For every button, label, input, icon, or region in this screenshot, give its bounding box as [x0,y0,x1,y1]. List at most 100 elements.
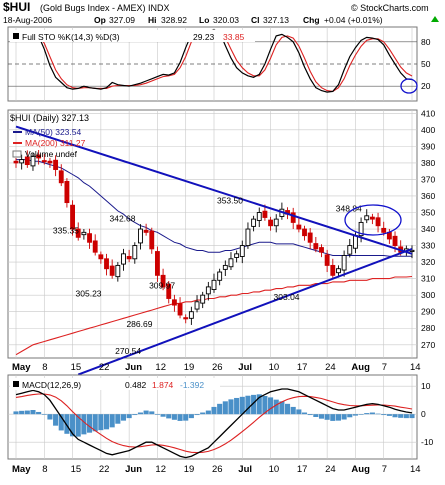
price-tick-label: 300 [421,290,435,300]
candle-body [336,268,341,274]
candle-body [262,210,268,218]
price-x-label: Jun [125,362,142,373]
candle-body [154,251,160,276]
candle-body [341,255,347,271]
price-annotations: 335.35 342.68 353.50 348.84 305.23 309.97 286.… [53,196,362,356]
candle-body [104,258,109,270]
macd-hist-bar [75,414,81,437]
macd-hist-bar [234,397,240,415]
price-tick-label: 310 [421,274,435,284]
close-label: Cl [251,15,260,25]
macd-hist-bar [290,406,296,415]
price-annotation-label: 286.69 [126,319,152,329]
trendline [15,125,413,255]
open-value: 327.09 [109,15,135,25]
candle-body [64,180,70,204]
macd-hist-bar [120,414,127,421]
candle-body [13,160,19,164]
macd-hist-bar [217,403,223,415]
macd-value: 0.482 [125,380,147,390]
candle-body [143,229,149,233]
macd-hist-bar [149,411,155,415]
macd-hist-bar [81,414,87,435]
price-tick-label: 330 [421,241,435,251]
price-tick-label: 370 [421,174,435,184]
macd-hist-bar [318,414,325,419]
macd-x-label: 26 [212,464,223,475]
candle-body [87,233,92,243]
macd-hist-bar [228,399,234,415]
quote-date: 18-Aug-2006 [3,15,52,25]
candle-body [194,301,200,310]
macd-hist-bar [24,410,30,415]
macd-hist-bar [166,414,172,419]
macd-tick-label: 10 [421,381,431,391]
price-tick-label: 400 [421,125,435,135]
macd-x-label: 7 [382,464,387,475]
macd-hist-bar [205,410,211,415]
change-value: +0.04 (+0.01%) [324,15,383,25]
macd-hist-bar [239,396,245,415]
price-tick-label: 390 [421,141,435,151]
price-annotation-label: 305.23 [76,289,102,299]
volume-legend-swatch [12,150,22,158]
macd-hist-bar [251,394,257,415]
price-tick-label: 270 [421,340,435,350]
macd-signal-line [15,393,413,454]
macd-hist-bar [273,399,279,415]
high-label: Hi [148,15,157,25]
close-value: 327.13 [263,15,289,25]
macd-hist-bar [109,414,115,428]
macd-legend-label: MACD(12,26,9) [22,380,81,390]
candle-body [358,221,364,237]
sto-annotation-circle [400,78,418,94]
sto-tick-label: 80 [421,37,431,47]
price-x-label: 10 [269,362,280,373]
sto-y-axis: 80 50 20 [421,37,431,91]
volume-legend-label: Volume undef [25,149,78,159]
candle-body [171,299,177,306]
candle-body [296,224,302,230]
price-x-label: 8 [42,362,47,373]
candle-body [75,228,81,238]
macd-hist-bar [330,414,336,421]
macd-hist-bar [160,414,166,417]
price-annotation-circle [344,204,402,236]
candle-body [211,279,217,291]
macd-hist-bar [86,414,93,433]
macd-x-axis: May 8 15 22 Jun 12 19 26 Jul 10 17 24 Aug 7 14 [12,464,421,475]
candle-body [92,240,98,253]
macd-hist-bar [47,414,53,420]
high-value: 328.92 [161,15,187,25]
price-y-axis: 410 400 390 380 370 360 350 340 330 320 310 300 290 2… [421,108,435,349]
macd-hist-bar [183,414,189,421]
price-x-label: 12 [155,362,166,373]
macd-hist-bar [381,414,387,416]
ma200-line [15,275,413,356]
price-legend-label: $HUI (Daily) 327.13 [10,113,89,123]
sto-legend-label: Full STO %K(14,3) %D(3) [22,32,120,42]
macd-hist-bar [58,414,64,431]
price-x-label: May [12,362,31,373]
candle-body [149,230,155,250]
candle-body [126,256,132,260]
price-x-label: 19 [184,362,195,373]
macd-hist-bar [358,414,364,415]
candle-body [268,219,274,227]
macd-hist-bar [222,401,228,415]
candle-body [217,271,223,281]
brand-watermark: © StockCharts.com [351,3,429,13]
macd-hist-bar [369,412,375,415]
macd-hist-bar [279,401,285,415]
candle-body [352,235,358,249]
price-tick-label: 290 [421,307,435,317]
macd-hist-bar [30,410,36,415]
candle-body [273,218,279,227]
price-x-label: 17 [297,362,308,373]
macd-hist-bar [194,414,200,416]
candle-body [319,247,324,253]
macd-hist-bar [364,413,370,415]
macd-hist-bar [375,413,381,415]
low-value: 320.03 [213,15,239,25]
